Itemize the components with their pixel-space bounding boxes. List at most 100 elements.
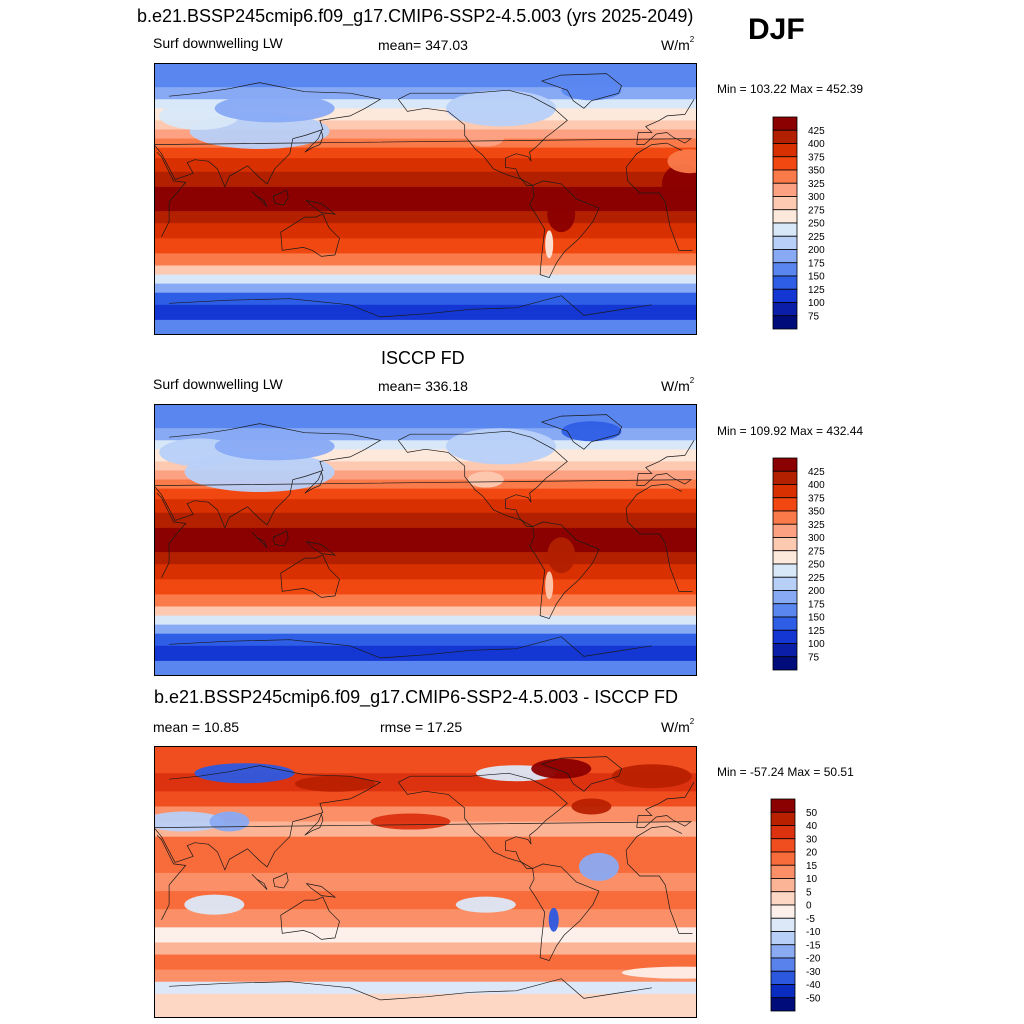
colorbar-swatch (772, 182, 798, 197)
colorbar-tick-label: -40 (806, 980, 821, 991)
colorbar-swatch (770, 970, 796, 985)
coastline (541, 73, 623, 109)
colorbar-swatch (770, 891, 796, 906)
contour-region (547, 537, 576, 574)
colorbar-tick-label: 40 (806, 821, 818, 832)
panel-1-map (154, 63, 697, 335)
colorbar-tick-label: 50 (806, 808, 818, 819)
colorbar-swatch (772, 457, 798, 472)
coastline (156, 483, 693, 592)
colorbar-swatch (772, 523, 798, 538)
colorbar-tick-label: 30 (806, 834, 818, 845)
colorbar-swatch (770, 931, 796, 946)
contour-band (154, 99, 697, 109)
contour-region (445, 90, 556, 127)
coastline (251, 191, 268, 207)
contour-band (154, 499, 697, 514)
contour-band (154, 606, 697, 617)
contour-band (154, 319, 697, 335)
coastline (541, 756, 623, 792)
season-label: DJF (748, 13, 805, 46)
panel-1-mean-label: mean= 347.03 (378, 37, 468, 53)
colorbar-swatch (772, 262, 798, 277)
contour-band (154, 186, 697, 212)
colorbar-swatch (770, 984, 796, 999)
coastline (156, 825, 693, 934)
colorbar-tick-label: 75 (808, 311, 820, 322)
contour-band (154, 579, 697, 595)
colorbar-tick-label: 275 (808, 546, 825, 557)
colorbar-tick-label: -50 (806, 993, 821, 1004)
coastline (529, 863, 600, 962)
contour-band (154, 63, 697, 88)
contour-band (154, 624, 697, 635)
contour-region (531, 758, 592, 779)
colorbar-swatch (770, 997, 796, 1012)
contour-band (154, 479, 697, 490)
panel-3-rmse-label: rmse = 17.25 (380, 719, 463, 735)
colorbar-swatch (772, 537, 798, 552)
colorbar-swatch (772, 275, 798, 290)
contour-region (445, 428, 556, 465)
colorbar-tick-label: 325 (808, 179, 825, 190)
contour-region (578, 852, 619, 881)
contour-band (154, 942, 697, 956)
contour-band (154, 283, 697, 294)
map-frame (154, 63, 697, 335)
colorbar-swatch (772, 656, 798, 671)
colorbar-tick-label: -10 (806, 927, 821, 938)
colorbar-swatch (772, 235, 798, 250)
contour-region (194, 763, 295, 784)
panel-2-mean-label: mean= 336.18 (378, 378, 468, 394)
contour-region (561, 80, 622, 101)
contour-region (548, 907, 559, 932)
panel-2-title: ISCCP FD (381, 348, 465, 368)
panel-1-minmax: Min = 103.22 Max = 452.39 (717, 82, 864, 96)
colorbar-tick-label: 20 (806, 848, 818, 859)
colorbar-tick-label: 200 (808, 245, 825, 256)
colorbar-tick-label: 100 (808, 639, 825, 650)
coastline (306, 541, 337, 556)
contour-region (184, 894, 245, 915)
coastline (169, 978, 652, 1001)
panel-2-minmax: Min = 109.92 Max = 432.44 (717, 424, 864, 438)
colorbar-tick-label: -20 (806, 954, 821, 965)
contour-band (154, 512, 697, 529)
colorbar-swatch (772, 470, 798, 485)
colorbar-tick-label: 125 (808, 285, 825, 296)
contour-band (154, 488, 697, 500)
panel-2-units: W/m2 (661, 376, 695, 394)
contour-band (154, 927, 697, 943)
colorbar-swatch (770, 851, 796, 866)
coastline (304, 470, 324, 494)
colorbar-tick-label: 400 (808, 139, 825, 150)
colorbar-swatch (772, 603, 798, 618)
colorbar-tick-label: 375 (808, 493, 825, 504)
colorbar-tick-label: 75 (808, 652, 820, 663)
colorbar-tick-label: 425 (808, 467, 825, 478)
contour-region (214, 432, 335, 461)
contour-region (467, 130, 504, 147)
contour-region (455, 896, 516, 913)
map-frame (154, 404, 697, 676)
colorbar-tick-label: 225 (808, 232, 825, 243)
colorbar-swatch (772, 156, 798, 171)
colorbar-swatch (772, 576, 798, 591)
contour-region (547, 196, 576, 233)
panel-2-colorbar: 425 400 375 350 325 300 275 250 225 200 175 150 125 1… (772, 457, 825, 671)
contour-band (154, 891, 697, 910)
contour-band (154, 552, 697, 565)
contour-region (265, 530, 405, 550)
panel-2-variable-label: Surf downwelling LW (153, 376, 283, 392)
coastline (304, 129, 324, 153)
colorbar-tick-label: 175 (808, 599, 825, 610)
coastline (272, 189, 289, 206)
colorbar-swatch (772, 249, 798, 264)
contour-region (209, 811, 250, 832)
colorbar-tick-label: 350 (808, 507, 825, 518)
contour-region (275, 189, 395, 209)
panel-3-mean-label: mean = 10.85 (153, 719, 240, 735)
colorbar-swatch (772, 196, 798, 211)
contour-band (154, 615, 697, 626)
